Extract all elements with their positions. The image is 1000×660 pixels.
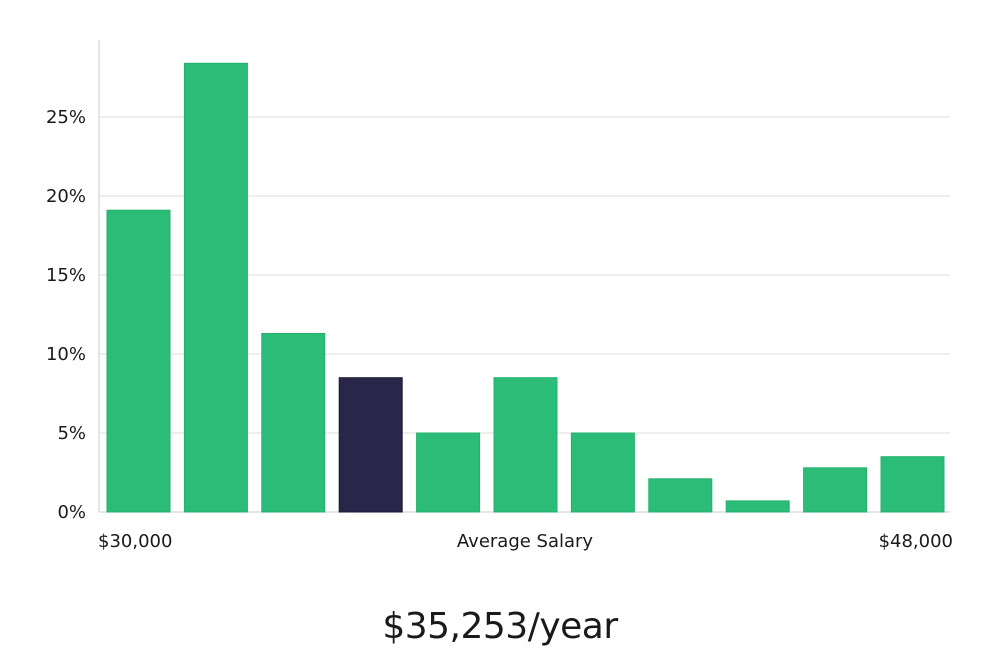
histogram-bar xyxy=(183,62,248,513)
histogram-bar xyxy=(106,209,171,513)
y-tick-label: 0% xyxy=(57,502,86,523)
y-tick-label: 10% xyxy=(46,344,86,365)
x-min-label: $30,000 xyxy=(98,531,172,552)
average-salary-value: $35,253/year xyxy=(382,606,618,647)
bars xyxy=(106,62,945,513)
histogram-bar xyxy=(880,456,945,513)
histogram-bar xyxy=(493,377,558,513)
y-tick-labels: 0% 5% 10% 15% 20% 25% xyxy=(46,107,86,523)
histogram-bar xyxy=(570,432,635,513)
histogram-bar xyxy=(416,432,481,513)
histogram-bar xyxy=(725,500,790,513)
histogram-bar xyxy=(648,478,713,513)
histogram-bar xyxy=(261,333,326,513)
x-max-label: $48,000 xyxy=(879,531,953,552)
y-tick-label: 15% xyxy=(46,265,86,286)
y-tick-label: 20% xyxy=(46,186,86,207)
histogram-bar xyxy=(803,467,868,513)
histogram-bar-highlight xyxy=(338,377,403,513)
salary-histogram-chart: 0%5%10%15%20%25% $30,000 Average Salary … xyxy=(46,40,953,552)
y-tick-label: 5% xyxy=(57,423,86,444)
y-tick-label: 25% xyxy=(46,107,86,128)
x-axis-title: Average Salary xyxy=(457,531,594,552)
